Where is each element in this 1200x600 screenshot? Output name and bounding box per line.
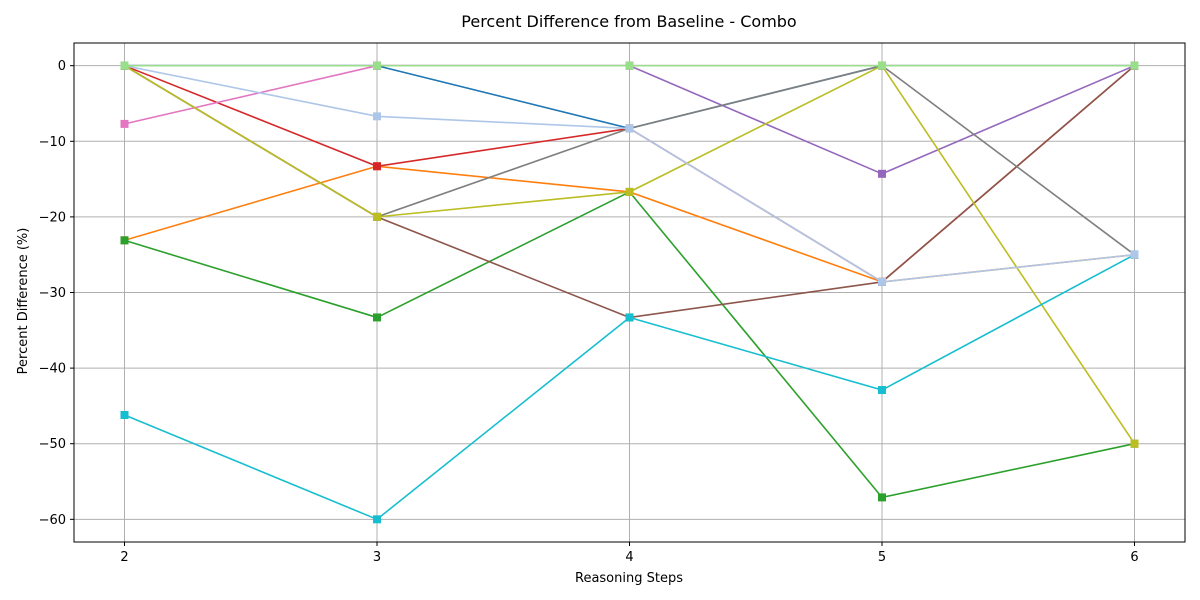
y-tick-label: −10: [39, 135, 66, 150]
x-tick-label: 4: [625, 550, 633, 565]
y-tick-label: −40: [39, 362, 66, 377]
data-point: [625, 124, 634, 133]
x-tick-label: 6: [1130, 550, 1138, 565]
data-point: [878, 61, 886, 70]
data-point: [120, 119, 129, 128]
x-tick-label: 5: [878, 550, 886, 565]
data-point: [625, 187, 634, 196]
data-point: [878, 169, 886, 178]
data-point: [373, 112, 381, 121]
data-point: [373, 212, 381, 221]
data-point: [120, 236, 129, 245]
x-tick-label: 2: [120, 550, 128, 565]
x-axis-title: Reasoning Steps: [575, 571, 683, 586]
data-point: [625, 313, 634, 322]
data-point: [625, 61, 634, 70]
y-tick-label: −60: [39, 513, 66, 528]
data-point: [878, 277, 886, 286]
data-point: [120, 61, 129, 70]
data-point: [373, 162, 381, 171]
series-group: [120, 61, 1139, 524]
data-point: [1130, 439, 1139, 448]
data-point: [373, 313, 381, 322]
x-tick-label: 3: [373, 550, 381, 565]
data-point: [373, 61, 381, 70]
x-axis-ticks: 2 3 4 5 6: [120, 542, 1139, 565]
y-tick-label: −30: [39, 286, 66, 301]
y-tick-label: −50: [39, 437, 66, 452]
series-12: [120, 61, 1139, 70]
y-tick-label: 0: [58, 59, 66, 74]
y-tick-label: −20: [39, 210, 66, 225]
data-point: [373, 515, 381, 524]
y-axis-ticks: 0 −10 −20 −30 −40 −50 −60: [39, 59, 74, 528]
y-axis-title: Percent Difference (%): [16, 228, 31, 375]
data-point: [1130, 61, 1139, 70]
grid: [74, 43, 1185, 542]
data-point: [1130, 250, 1139, 259]
data-point: [878, 493, 886, 502]
data-point: [878, 386, 886, 395]
data-point: [120, 410, 129, 419]
chart-title: Percent Difference from Baseline - Combo: [461, 12, 796, 31]
